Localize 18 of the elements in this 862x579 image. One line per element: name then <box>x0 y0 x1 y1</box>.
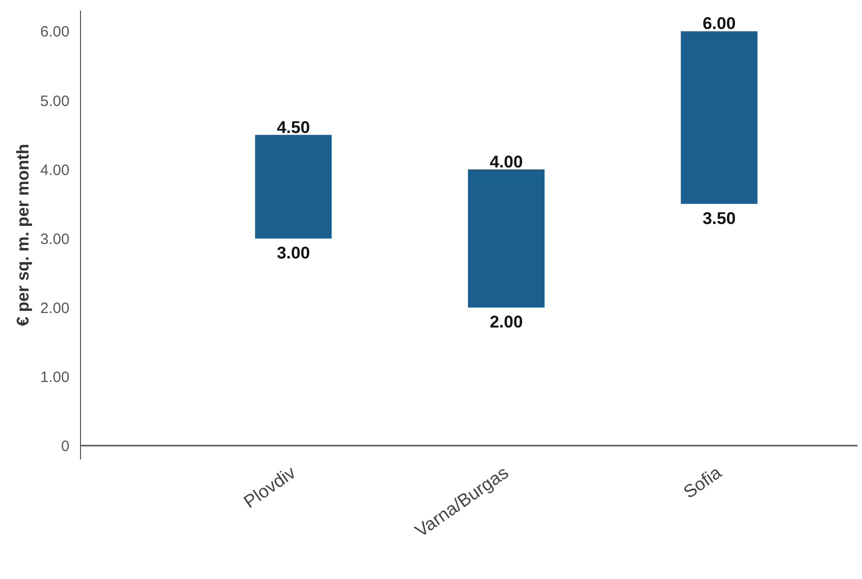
annotation: 6.00 <box>702 14 736 34</box>
y-tick-label: 2.00 <box>40 300 70 318</box>
y-tick-label: 1.00 <box>40 369 70 386</box>
annotation: 4.50 <box>276 118 310 137</box>
bar <box>468 169 545 308</box>
bar <box>680 31 758 204</box>
y-tick-label: 6.00 <box>40 24 70 41</box>
bar <box>255 134 332 238</box>
x-tick-label: Sofia <box>680 462 726 502</box>
y-tick-label: 5.00 <box>40 92 70 110</box>
annotation: 4.00 <box>490 152 523 172</box>
annotation: 3.50 <box>702 208 736 228</box>
annotation: 2.00 <box>490 312 523 332</box>
y-axis-title: € per sq. m. per month <box>13 144 32 326</box>
y-tick-label: 3.00 <box>40 230 70 248</box>
y-tick-label: 0 <box>61 438 70 456</box>
annotation: 3.00 <box>276 243 310 262</box>
y-tick-label: 4.00 <box>40 162 70 179</box>
